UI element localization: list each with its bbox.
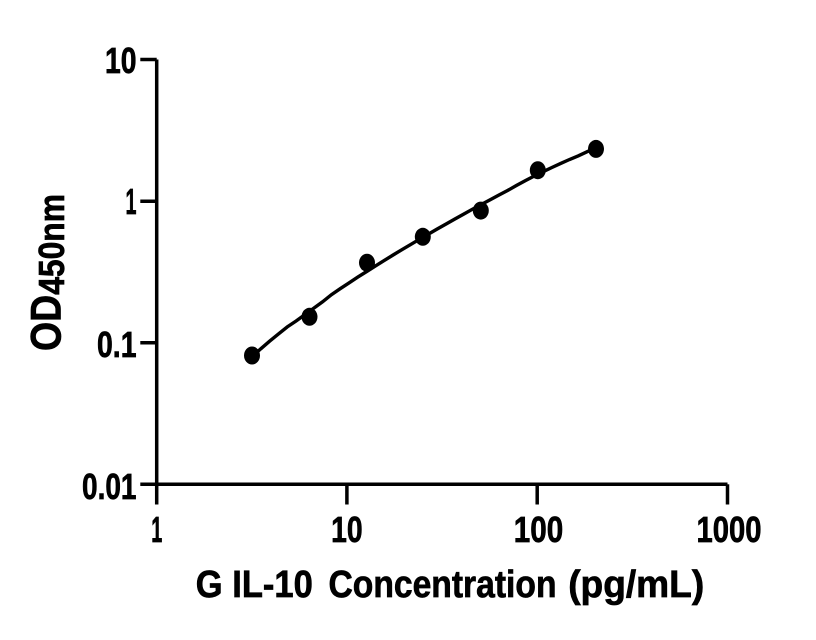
svg-text:100: 100: [514, 509, 564, 550]
svg-text:(pg/mL): (pg/mL): [568, 563, 704, 606]
svg-text:1000: 1000: [697, 509, 762, 550]
svg-text:G IL-10: G IL-10: [196, 563, 313, 606]
svg-text:10: 10: [331, 509, 363, 550]
svg-text:1: 1: [151, 509, 162, 550]
svg-text:0.1: 0.1: [97, 324, 137, 365]
svg-text:1: 1: [126, 181, 137, 222]
svg-text:10: 10: [105, 40, 137, 81]
svg-text:Concentration: Concentration: [329, 563, 557, 606]
svg-text:0.01: 0.01: [82, 466, 137, 507]
svg-text:OD450nm: OD450nm: [23, 194, 73, 351]
